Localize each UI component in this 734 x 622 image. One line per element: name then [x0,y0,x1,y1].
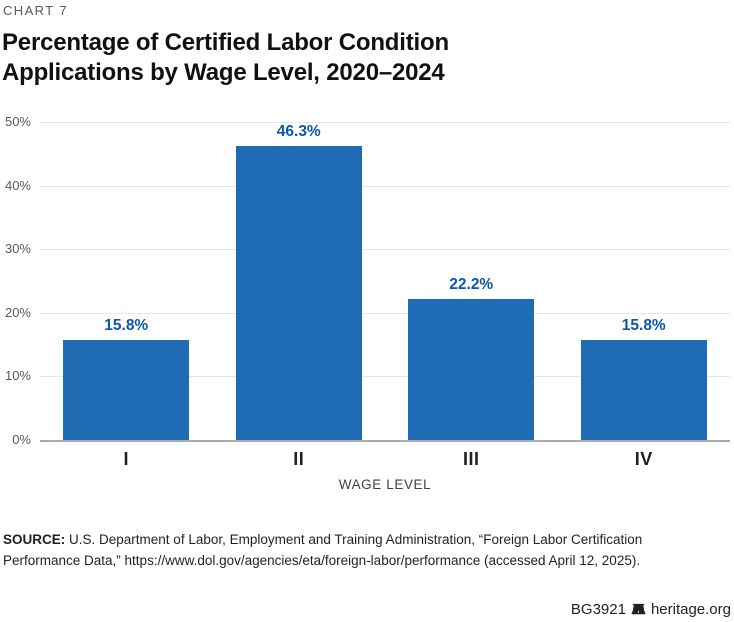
source-note: SOURCE: U.S. Department of Labor, Employ… [3,529,709,571]
liberty-bell-icon [631,602,646,617]
value-label: 46.3% [276,122,321,140]
value-label: 15.8% [104,316,149,334]
bar-group-I: 15.8% [40,122,213,440]
footer-site: heritage.org [650,601,731,618]
y-tick-label-40: 40% [4,177,31,193]
gridline-30 [40,249,730,251]
source-text: U.S. Department of Labor, Employment and… [3,532,643,568]
gridline-20 [40,312,730,314]
source-label: SOURCE: [3,532,66,547]
bar-group-II: 46.3% [213,122,386,440]
chart-title-line1: Percentage of Certified Labor Condition [2,29,449,56]
bar [63,339,190,440]
bar [408,298,535,440]
footer: BG3921 heritage.org [571,601,731,618]
bars-layer: 15.8% 46.3% 22.2% 15.8% [40,122,730,440]
chart-number: CHART 7 [3,3,68,18]
bar-group-III: 22.2% [385,122,558,440]
gridline-40 [40,185,730,187]
gridline-10 [40,376,730,378]
y-tick-label-0: 0% [12,432,31,447]
chart-title: Percentage of Certified Labor Condition … [2,28,449,88]
value-label: 22.2% [449,275,494,293]
y-tick-label-50: 50% [4,114,31,129]
plot-area: 0% 10% 20% 30% 40% 50% 15.8% 46.3% 22.2% 15.8% [5,115,730,447]
report-id: BG3921 [570,601,626,618]
chart-title-line2: Applications by Wage Level, 2020–2024 [2,59,445,86]
x-category-label: II [293,449,305,469]
value-label: 15.8% [621,316,666,334]
bar [235,145,362,440]
y-tick-label-20: 20% [4,304,31,320]
x-category-label: I [123,449,129,469]
x-category-label: IV [634,449,653,469]
x-category-label: III [462,449,480,469]
y-tick-label-30: 30% [4,241,31,257]
bar [580,339,707,440]
x-axis-label: WAGE LEVEL [338,477,432,492]
x-axis-categories: I II III IV [40,449,730,470]
gridline-50 [40,122,730,123]
y-tick-label-10: 10% [4,368,31,384]
bar-group-IV: 15.8% [558,122,731,440]
